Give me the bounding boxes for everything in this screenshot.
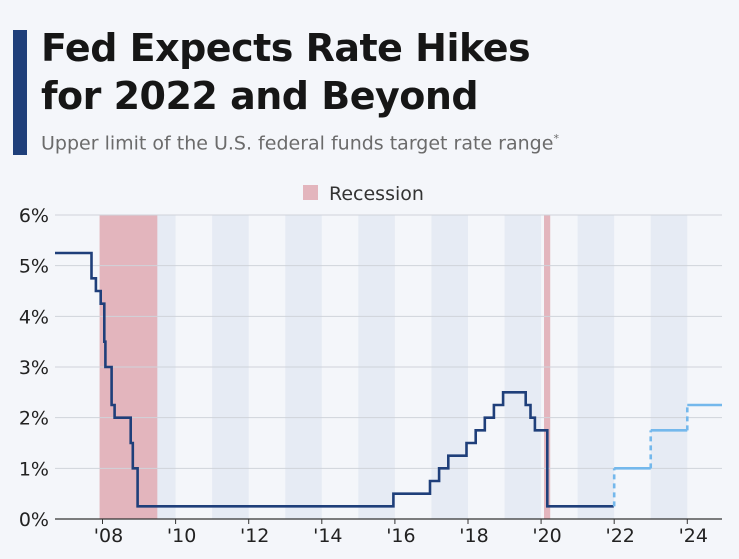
x-tick-label: '08 (94, 525, 123, 547)
chart-title-line-2: for 2022 and Beyond (41, 74, 479, 118)
rate-lines (55, 251, 722, 508)
footnote-marker: * (553, 132, 559, 145)
x-tick-label: '18 (459, 525, 488, 547)
x-tick-label: '12 (240, 525, 269, 547)
x-tick-label: '20 (532, 525, 561, 547)
chart-subtitle: Upper limit of the U.S. federal funds ta… (41, 132, 559, 154)
y-tick-label: 1% (19, 458, 49, 480)
recession-legend-label: Recession (329, 183, 424, 205)
y-tick-label: 4% (19, 306, 49, 328)
x-tick-label: '14 (313, 525, 342, 547)
chart-subtitle-text: Upper limit of the U.S. federal funds ta… (41, 132, 554, 155)
chart-title-line-1: Fed Expects Rate Hikes (41, 26, 531, 70)
y-tick-label: 3% (19, 357, 49, 379)
y-tick-label: 2% (19, 408, 49, 430)
y-tick-label: 5% (19, 256, 49, 278)
x-tick-label: '22 (605, 525, 634, 547)
y-axis-labels: 0% 1% 2% 3% 4% 5% 6% (19, 205, 49, 531)
gridlines (55, 214, 722, 524)
legend: Recession (303, 183, 424, 205)
chart-title: Fed Expects Rate Hikes for 2022 and Beyo… (41, 24, 531, 120)
actual-rate-line (55, 251, 614, 508)
y-tick-label: 6% (19, 205, 49, 227)
x-tick-label: '24 (679, 525, 708, 547)
y-tick-label: 0% (19, 509, 49, 531)
title-accent-bar (13, 30, 27, 155)
x-tick-label: '10 (167, 525, 196, 547)
x-axis-labels: '08 '10 '12 '14 '16 '18 '20 '22 '24 (94, 525, 708, 547)
x-tick-label: '16 (386, 525, 415, 547)
recession-legend-swatch (303, 185, 318, 200)
